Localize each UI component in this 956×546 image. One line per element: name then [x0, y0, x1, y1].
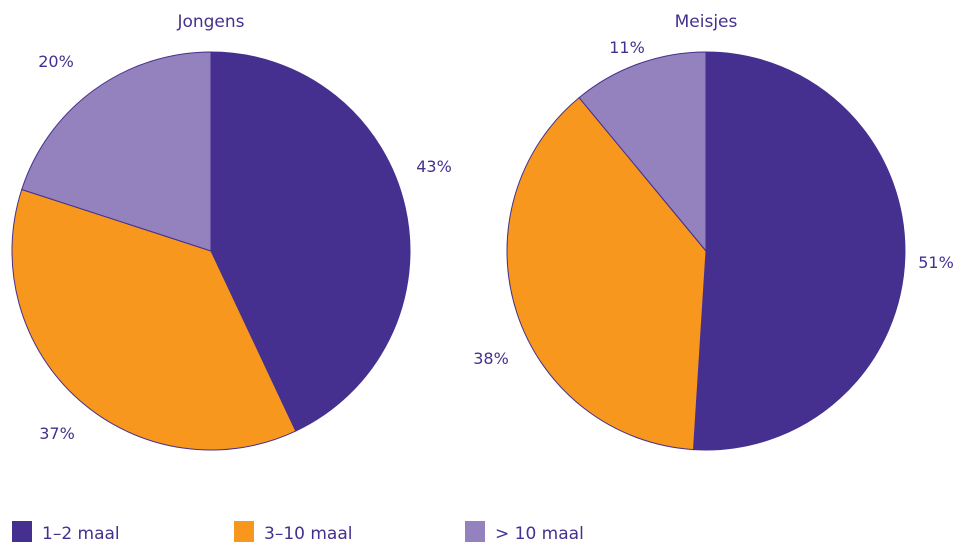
legend-label-10-maal: > 10 maal	[495, 524, 584, 542]
pie-title-jongens: Jongens	[176, 12, 244, 32]
pie-slice-meisjes-3-10-maal	[506, 96, 707, 451]
pie-chart-meisjes: Meisjes 51% 38% 11%	[473, 12, 954, 451]
pie-slice-jongens-10-maal	[21, 51, 212, 252]
data-label-jongens-10-maal: 20%	[38, 52, 74, 71]
pie-slice-meisjes-1-2-maal	[692, 51, 906, 451]
data-label-meisjes-3-10-maal: 38%	[473, 349, 509, 368]
data-label-meisjes-10-maal: 11%	[609, 38, 645, 57]
legend-swatch-10-maal	[465, 521, 485, 542]
legend-label-3-10-maal: 3–10 maal	[264, 524, 352, 542]
pie-title-meisjes: Meisjes	[675, 12, 738, 32]
data-label-jongens-1-2-maal: 43%	[416, 157, 452, 176]
legend: 1–2 maal 3–10 maal > 10 maal	[12, 521, 584, 544]
pie-slice-meisjes-10-maal	[578, 51, 707, 253]
pie-chart-jongens: Jongens 43% 37% 20%	[11, 12, 452, 451]
pie-slice-jongens-3-10-maal	[11, 188, 297, 451]
legend-swatch-3-10-maal	[234, 521, 254, 542]
pie-slice-jongens-1-2-maal	[210, 51, 411, 432]
data-label-jongens-3-10-maal: 37%	[39, 424, 75, 443]
legend-label-1-2-maal: 1–2 maal	[42, 524, 120, 542]
legend-swatch-1-2-maal	[12, 521, 32, 542]
data-label-meisjes-1-2-maal: 51%	[918, 253, 954, 272]
